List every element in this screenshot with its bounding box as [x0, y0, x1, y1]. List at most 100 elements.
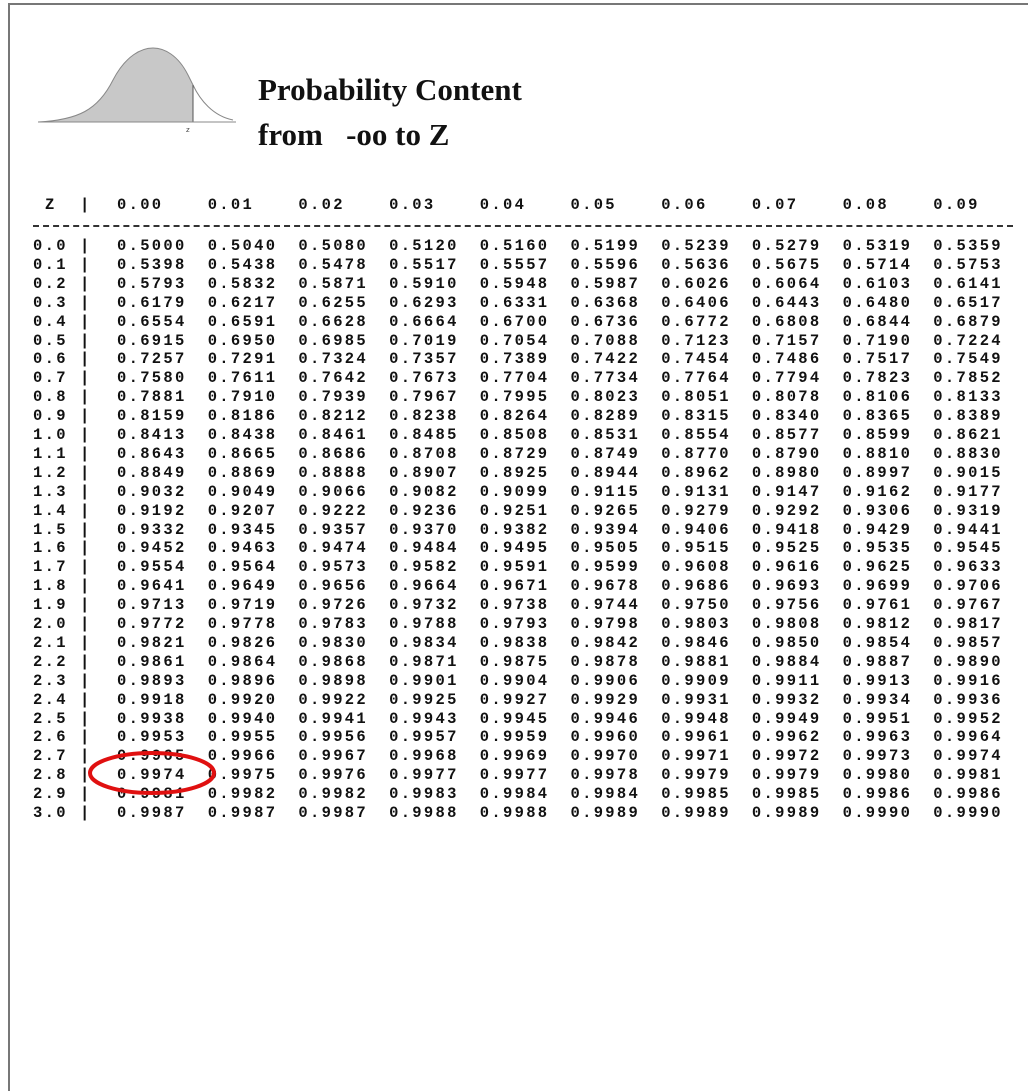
cell-value: 0.9986	[843, 785, 913, 803]
cell-value: 0.6026	[661, 275, 731, 293]
cell-value: 0.9834	[389, 634, 459, 652]
cell-value: 0.9955	[208, 728, 278, 746]
cell-value: 0.9850	[752, 634, 822, 652]
cell-value: 0.8186	[208, 407, 278, 425]
cell-value: 0.8621	[933, 426, 1003, 444]
cell-value: 0.9394	[571, 521, 641, 539]
cell-value: 0.9192	[117, 502, 187, 520]
cell-value: 0.9881	[661, 653, 731, 671]
cell-value: 0.8554	[661, 426, 731, 444]
cell-value: 0.9906	[571, 672, 641, 690]
cell-value: 0.7967	[389, 388, 459, 406]
cell-value: 0.9842	[571, 634, 641, 652]
cell-value: 0.9969	[480, 747, 550, 765]
cell-value: 0.9977	[389, 766, 459, 784]
cell-value: 0.6406	[661, 294, 731, 312]
column-header: 0.00	[117, 196, 163, 214]
cell-value: 0.7734	[571, 369, 641, 387]
cell-value: 0.6368	[571, 294, 641, 312]
cell-value: 0.9345	[208, 521, 278, 539]
cell-value: 0.8888	[298, 464, 368, 482]
cell-value: 0.5398	[117, 256, 187, 274]
cell-value: 0.8980	[752, 464, 822, 482]
cell-value: 0.9973	[843, 747, 913, 765]
row-label: 0.3	[33, 294, 68, 312]
cell-value: 0.9803	[661, 615, 731, 633]
cell-value: 0.5080	[298, 237, 368, 255]
row-label: 1.6	[33, 539, 68, 557]
row-label: 0.6	[33, 350, 68, 368]
column-header: 0.03	[389, 196, 435, 214]
row-label: 0.5	[33, 332, 68, 350]
cell-value: 0.6772	[661, 313, 731, 331]
cell-value: 0.5000	[117, 237, 187, 255]
cell-value: 0.7190	[843, 332, 913, 350]
cell-value: 0.9940	[208, 710, 278, 728]
cell-value: 0.8315	[661, 407, 731, 425]
cell-value: 0.9332	[117, 521, 187, 539]
cell-value: 0.9979	[661, 766, 731, 784]
cell-value: 0.8997	[843, 464, 913, 482]
cell-value: 0.8770	[661, 445, 731, 463]
separator: |	[80, 728, 92, 746]
cell-value: 0.9946	[571, 710, 641, 728]
cell-value: 0.9988	[480, 804, 550, 822]
cell-value: 0.9987	[208, 804, 278, 822]
cell-value: 0.9948	[661, 710, 731, 728]
cell-value: 0.9988	[389, 804, 459, 822]
separator: |	[80, 464, 92, 482]
cell-value: 0.6141	[933, 275, 1003, 293]
cell-value: 0.7088	[571, 332, 641, 350]
cell-value: 0.9207	[208, 502, 278, 520]
cell-value: 0.6950	[208, 332, 278, 350]
cell-value: 0.7357	[389, 350, 459, 368]
cell-value: 0.9591	[480, 558, 550, 576]
subtitle: from -oo to Z	[258, 117, 449, 153]
row-label: 2.5	[33, 710, 68, 728]
cell-value: 0.6443	[752, 294, 822, 312]
cell-value: 0.8485	[389, 426, 459, 444]
separator: |	[80, 521, 92, 539]
row-label: 2.7	[33, 747, 68, 765]
cell-value: 0.9890	[933, 653, 1003, 671]
cell-value: 0.9956	[298, 728, 368, 746]
cell-value: 0.9671	[480, 577, 550, 595]
cell-value: 0.7054	[480, 332, 550, 350]
cell-value: 0.5948	[480, 275, 550, 293]
cell-value: 0.8106	[843, 388, 913, 406]
cell-value: 0.9868	[298, 653, 368, 671]
cell-value: 0.9463	[208, 539, 278, 557]
cell-value: 0.9599	[571, 558, 641, 576]
separator: |	[80, 313, 92, 331]
row-label: 1.5	[33, 521, 68, 539]
cell-value: 0.9772	[117, 615, 187, 633]
cell-value: 0.8264	[480, 407, 550, 425]
cell-value: 0.8051	[661, 388, 731, 406]
cell-value: 0.9535	[843, 539, 913, 557]
cell-value: 0.9699	[843, 577, 913, 595]
cell-value: 0.9131	[661, 483, 731, 501]
cell-value: 0.9936	[933, 691, 1003, 709]
cell-value: 0.9616	[752, 558, 822, 576]
cell-value: 0.9952	[933, 710, 1003, 728]
cell-value: 0.9429	[843, 521, 913, 539]
cell-value: 0.5793	[117, 275, 187, 293]
cell-value: 0.9265	[571, 502, 641, 520]
row-label: 0.2	[33, 275, 68, 293]
cell-value: 0.5714	[843, 256, 913, 274]
cell-value: 0.5910	[389, 275, 459, 293]
cell-value: 0.9719	[208, 596, 278, 614]
row-label: 3.0	[33, 804, 68, 822]
separator: |	[80, 539, 92, 557]
cell-value: 0.9978	[571, 766, 641, 784]
cell-value: 0.8686	[298, 445, 368, 463]
separator: |	[80, 577, 92, 595]
cell-value: 0.7486	[752, 350, 822, 368]
cell-value: 0.9971	[661, 747, 731, 765]
row-label: 1.9	[33, 596, 68, 614]
separator: |	[80, 634, 92, 652]
row-label: 2.8	[33, 766, 68, 784]
cell-value: 0.9987	[117, 804, 187, 822]
row-label: 0.9	[33, 407, 68, 425]
cell-value: 0.9964	[933, 728, 1003, 746]
